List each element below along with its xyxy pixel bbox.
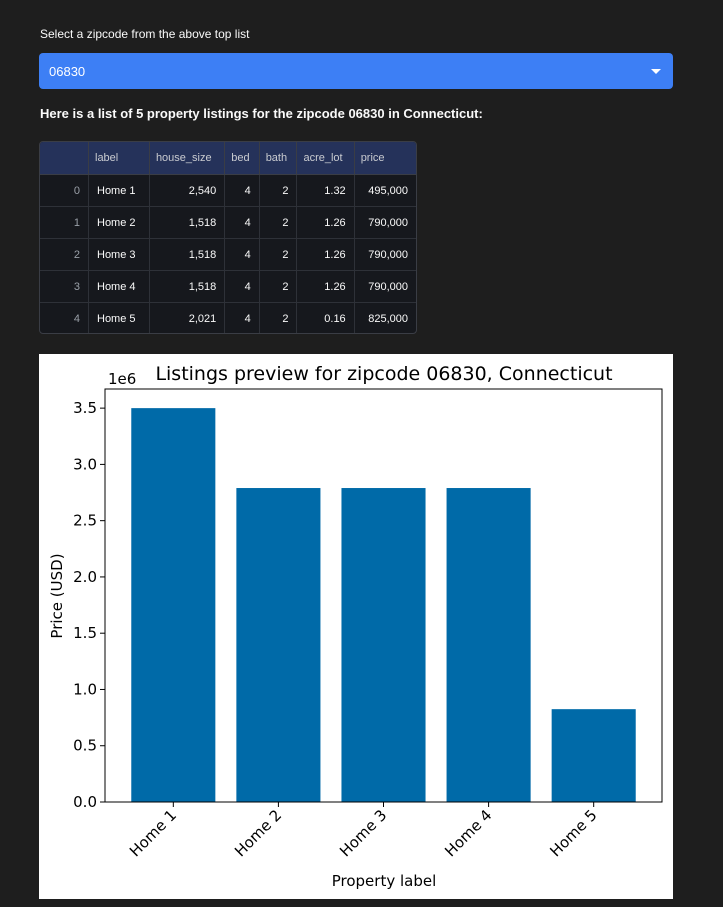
table-cell-index[interactable]: 3 [40,270,89,303]
table-cell-index[interactable]: 0 [40,174,89,207]
table-cell-label[interactable]: Home 2 [88,206,150,239]
table-cell-bath[interactable]: 2 [259,206,298,239]
table-cell-acre_lot[interactable]: 1.26 [296,238,355,271]
zipcode-select-value: 06830 [49,63,86,79]
table-body: 0 Home 1 2,540 4 2 1.32 495,000 1 Home 2 1,518 4 2 1… [40,174,416,333]
table-cell-index[interactable]: 2 [40,238,89,271]
table-cell-price[interactable]: 825,000 [368,312,408,325]
table-cell-price[interactable]: 790,000 [354,270,416,303]
table-cell-bed[interactable]: 4 [224,174,260,207]
column-header-index[interactable] [40,142,89,175]
x-axis-label: Property label [332,872,437,890]
price-bar-chart-svg: 0.0 0.5 1.0 1.5 2.0 2.5 3.0 3.5 Home 1 Home 2 Home… [48,363,663,890]
table-cell-bed[interactable]: 4 [224,270,260,303]
table-row: 2 Home 3 1,518 4 2 1.26 790,000 [40,238,416,271]
table-cell-label[interactable]: Home 4 [88,270,150,303]
table-cell-bed[interactable]: 4 [224,206,260,239]
x-tick-label: Home 1 [126,806,180,860]
table-cell-price[interactable]: 790,000 [354,206,416,239]
table-cell-acre_lot[interactable]: 0.16 [296,302,355,333]
x-tick-label: Home 3 [336,806,390,860]
table-cell-index[interactable]: 1 [40,206,89,239]
table-cell-price[interactable]: 790,000 [354,238,416,271]
y-tick-label: 1.0 [73,680,97,698]
y-tick-label: 1.5 [73,624,97,642]
table-cell-house_size[interactable]: 2,540 [149,174,226,207]
column-header-label[interactable]: label [88,142,150,175]
zipcode-select-label: Select a zipcode from the above top list [40,27,250,41]
y-tick-label: 3.5 [73,399,97,417]
table-cell-bath[interactable]: 2 [259,270,298,303]
y-tick-label: 0.5 [73,737,97,755]
table-cell-house_size[interactable]: 1,518 [149,206,226,239]
column-header-bath[interactable]: bath [259,142,298,175]
table-row: 0 Home 1 2,540 4 2 1.32 495,000 [40,174,416,207]
table-cell-acre_lot[interactable]: 1.32 [296,174,355,207]
y-tick-label: 2.5 [73,512,97,530]
table-cell-bed[interactable]: 4 [224,238,260,271]
chart-title: Listings preview for zipcode 06830, Conn… [155,363,612,385]
x-tick-label: Home 5 [546,806,600,860]
y-tick-label: 0.0 [73,793,97,811]
table-cell-label[interactable]: Home 5 [88,302,150,333]
table-cell-bath[interactable]: 2 [259,302,298,333]
table-row: 4 Home 5 2,021 4 2 0.16 825,000 [40,302,416,333]
table-cell-bed[interactable]: 4 [224,302,260,333]
table-cell-label[interactable]: Home 1 [88,174,150,207]
bar-3 [341,488,426,802]
x-tick-label: Home 4 [441,806,495,860]
table-cell-label[interactable]: Home 3 [88,238,150,271]
column-header-price[interactable]: price [354,142,416,175]
table-cell-bath[interactable]: 2 [259,238,298,271]
zipcode-select[interactable]: 06830 [39,53,673,89]
table-header-row: label house_size bed bath acre_lot price [40,142,416,175]
x-tick-label: Home 2 [231,806,285,860]
bar-4 [446,488,531,802]
listings-table[interactable]: label house_size bed bath acre_lot price 0 Hom… [39,141,417,334]
y-offset-label: 1e6 [108,370,136,388]
table-cell-house_size[interactable]: 2,021 [149,302,226,333]
price-chart: 0.0 0.5 1.0 1.5 2.0 2.5 3.0 3.5 Home 1 Home 2 Home… [39,354,673,899]
table-cell-bath[interactable]: 2 [259,174,298,207]
column-header-bed[interactable]: bed [224,142,260,175]
table-row: 1 Home 2 1,518 4 2 1.26 790,000 [40,206,416,239]
table-cell-price[interactable]: 495,000 [354,174,416,207]
bar-2 [236,488,321,802]
y-axis-label: Price (USD) [48,553,66,638]
y-tick-label: 2.0 [73,568,97,586]
table-cell-house_size[interactable]: 1,518 [149,238,226,271]
table-cell-acre_lot[interactable]: 1.26 [296,270,355,303]
chevron-down-icon[interactable] [651,69,661,74]
column-header-house_size[interactable]: house_size [149,142,226,175]
column-header-acre_lot[interactable]: acre_lot [296,142,355,175]
bar-5 [551,709,636,802]
table-cell-house_size[interactable]: 1,518 [149,270,226,303]
bar-1 [131,408,216,802]
table-cell-acre_lot[interactable]: 1.26 [296,206,355,239]
y-tick-label: 3.0 [73,455,97,473]
listings-heading: Here is a list of 5 property listings fo… [40,106,483,121]
table-row: 3 Home 4 1,518 4 2 1.26 790,000 [40,270,416,303]
table-cell-index[interactable]: 4 [40,302,89,333]
